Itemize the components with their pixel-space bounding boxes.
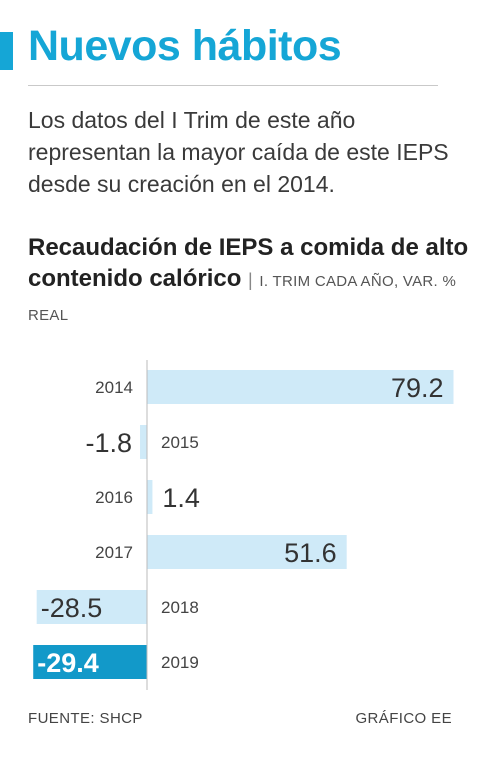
bar-2019 <box>33 645 147 679</box>
chart-title-block: Recaudación de IEPS a comida de alto con… <box>28 232 478 331</box>
bar-2017 <box>147 535 347 569</box>
bar-2015 <box>140 425 147 459</box>
bar-2016 <box>147 480 153 514</box>
bar-2014 <box>147 370 454 404</box>
source-note: FUENTE: SHCP <box>28 710 143 727</box>
chart-title-separator: | <box>248 270 253 290</box>
value-label-2017: 51.6 <box>284 538 337 568</box>
year-label-2016: 2016 <box>95 488 133 507</box>
year-label-2017: 2017 <box>95 543 133 562</box>
value-label-2019: -29.4 <box>37 648 99 678</box>
title-divider <box>28 85 438 86</box>
value-label-2015: -1.8 <box>86 428 133 458</box>
page-subtitle: Los datos del I Trim de este año represe… <box>28 107 449 197</box>
page-title: Nuevos hábitos <box>28 22 342 70</box>
bar-2018 <box>36 590 147 624</box>
value-label-2018: -28.5 <box>41 593 103 623</box>
value-label-2016: 1.4 <box>162 483 200 513</box>
chart-title: Recaudación de IEPS a comida de alto con… <box>28 234 469 292</box>
year-label-2018: 2018 <box>161 598 199 617</box>
bar-chart: 2014 79.2 2015 -1.8 2016 1.4 2017 51.6 2018 -28.5… <box>33 360 454 690</box>
title-accent-bar <box>0 32 13 70</box>
chart-unit-note: I. TRIM CADA AÑO, VAR. % REAL <box>28 273 457 324</box>
year-label-2014: 2014 <box>95 378 133 397</box>
year-label-2019: 2019 <box>161 653 199 672</box>
graphic-credit: GRÁFICO EE <box>355 710 452 727</box>
year-label-2015: 2015 <box>161 433 199 452</box>
value-label-2014: 79.2 <box>391 373 444 403</box>
